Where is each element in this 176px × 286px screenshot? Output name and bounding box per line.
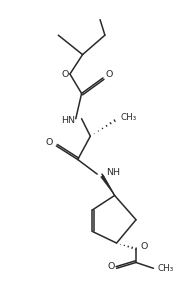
Text: CH₃: CH₃ xyxy=(120,113,137,122)
Text: O: O xyxy=(141,243,148,251)
Polygon shape xyxy=(100,175,115,195)
Text: O: O xyxy=(46,138,53,148)
Text: NH: NH xyxy=(106,168,120,177)
Text: O: O xyxy=(61,69,69,79)
Text: CH₃: CH₃ xyxy=(157,264,174,273)
Text: O: O xyxy=(105,69,112,79)
Text: HN: HN xyxy=(61,116,75,125)
Text: O: O xyxy=(107,262,114,271)
